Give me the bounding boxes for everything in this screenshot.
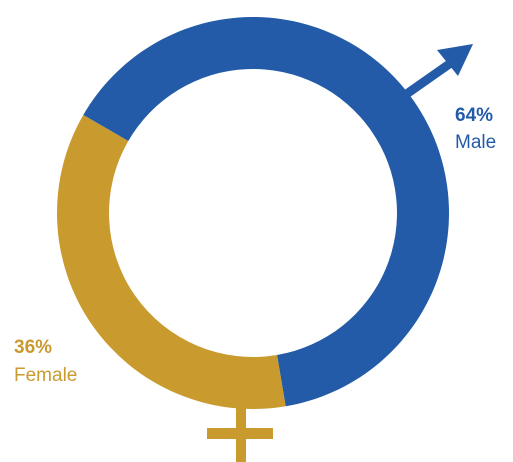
male-category-label: Male [455,132,496,153]
female-percent-label: 36% [14,337,52,358]
male-percent-label: 64% [455,105,493,126]
female-symbol-cross-icon [207,398,273,462]
donut-slice-female [56,115,286,409]
male-symbol-arrow-icon [395,44,473,104]
donut-slices [56,17,449,409]
female-category-label: Female [14,365,77,386]
